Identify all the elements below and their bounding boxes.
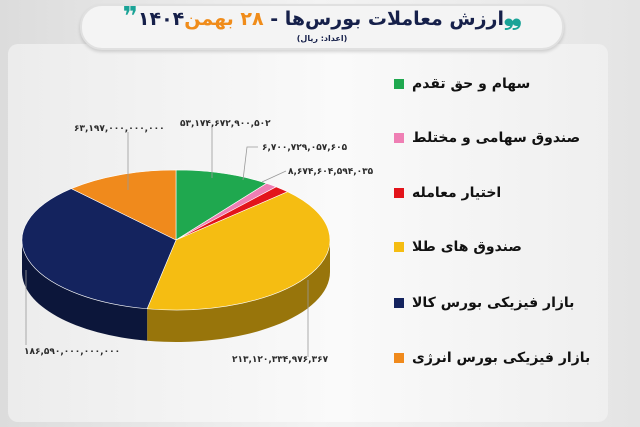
legend-item-3: صندوق های طلا bbox=[394, 239, 522, 255]
title-main: ارزش معاملات بورس‌ها - bbox=[270, 8, 504, 30]
legend-label: بازار فیزیکی بورس انرژی bbox=[412, 350, 591, 366]
legend-item-2: اختیار معامله bbox=[394, 185, 501, 201]
title-banner: ❠ارزش معاملات بورس‌ها - ۲۸ بهمن۱۴۰۴❞ (اع… bbox=[80, 4, 564, 50]
leader-line-1 bbox=[242, 146, 258, 181]
legend-item-4: بازار فیزیکی بورس کالا bbox=[394, 295, 574, 311]
legend-label: سهام و حق تقدم bbox=[412, 76, 531, 92]
data-label-3: ۲۱۳,۱۲۰,۳۳۴,۹۷۶,۳۶۷ bbox=[232, 355, 329, 365]
legend-label: اختیار معامله bbox=[412, 185, 502, 201]
legend-swatch bbox=[394, 188, 404, 198]
title-date: ۲۸ بهمن bbox=[184, 8, 264, 30]
data-label-0: ۵۳,۱۷۴,۶۷۲,۹۰۰,۵۰۲ bbox=[180, 119, 271, 129]
legend-item-5: بازار فیزیکی بورس انرژی bbox=[394, 350, 590, 366]
legend-swatch bbox=[394, 242, 404, 252]
data-label-1: ۶,۷۰۰,۷۲۹,۰۵۷,۶۰۵ bbox=[262, 143, 348, 153]
legend-swatch bbox=[394, 79, 404, 89]
legend-item-0: سهام و حق تقدم bbox=[394, 76, 530, 92]
chart-title: ❠ارزش معاملات بورس‌ها - ۲۸ بهمن۱۴۰۴❞ bbox=[82, 4, 562, 30]
pie-side-4 bbox=[21, 240, 148, 341]
data-label-2: ۸,۶۷۴,۶۰۴,۵۹۴,۰۳۵ bbox=[288, 167, 374, 177]
chart-subtitle: (اعداد: ریال) bbox=[296, 34, 348, 43]
quote-open-icon: ❠ bbox=[504, 2, 522, 32]
pie-slice-0 bbox=[175, 169, 268, 241]
legend-label: صندوق سهامی و مختلط bbox=[412, 130, 581, 146]
pie-slice-4 bbox=[21, 188, 177, 310]
pie-side-3 bbox=[147, 240, 330, 342]
legend-item-1: صندوق سهامی و مختلط bbox=[394, 130, 580, 146]
legend-label: بازار فیزیکی بورس کالا bbox=[412, 295, 575, 311]
legend-swatch bbox=[394, 133, 404, 143]
legend-swatch bbox=[394, 353, 404, 363]
data-label-5: ۶۳,۱۹۷,۰۰۰,۰۰۰,۰۰۰ bbox=[74, 124, 165, 134]
pie-slice-3 bbox=[146, 191, 331, 311]
title-year: ۱۴۰۴ bbox=[137, 8, 185, 30]
pie-slice-5 bbox=[70, 169, 177, 241]
legend-swatch bbox=[394, 298, 404, 308]
legend-label: صندوق های طلا bbox=[412, 239, 522, 255]
data-label-4: ۱۸۶,۵۹۰,۰۰۰,۰۰۰,۰۰۰ bbox=[24, 347, 121, 357]
leader-line-2 bbox=[261, 170, 287, 183]
quote-close-icon: ❞ bbox=[122, 2, 138, 32]
